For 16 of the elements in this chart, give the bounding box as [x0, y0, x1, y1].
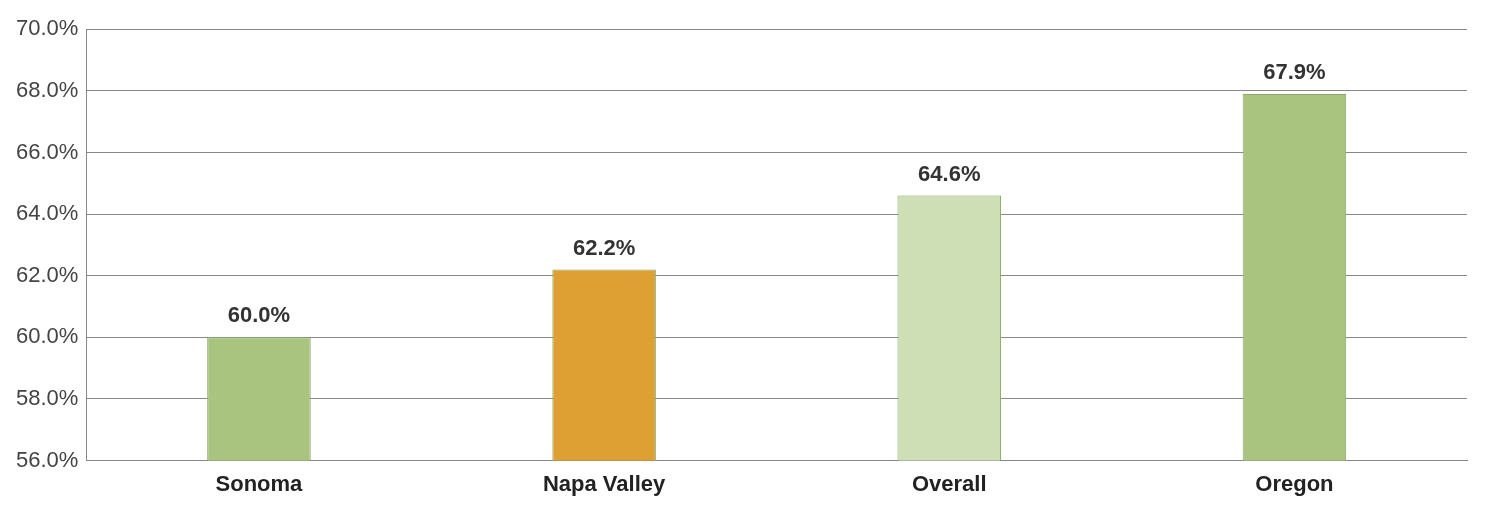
- data-label: 60.0%: [227, 302, 291, 328]
- y-tick-label: 60.0%: [15, 323, 79, 349]
- x-tick-label: Oregon: [1255, 470, 1334, 496]
- y-tick-label: 58.0%: [15, 385, 79, 411]
- y-tick-label: 70.0%: [15, 15, 79, 41]
- data-label: 64.6%: [918, 160, 981, 186]
- data-label: 62.2%: [572, 234, 636, 260]
- y-tick-label: 62.0%: [15, 261, 79, 287]
- data-label: 67.9%: [1263, 58, 1326, 84]
- y-tick-label: 56.0%: [15, 446, 79, 472]
- y-tick-label: 64.0%: [15, 200, 79, 226]
- x-tick-label: Sonoma: [215, 470, 304, 496]
- y-tick-label: 66.0%: [15, 138, 79, 164]
- x-tick-label: Napa Valley: [542, 470, 667, 496]
- y-tick-label: 68.0%: [15, 76, 79, 102]
- x-tick-label: Overall: [911, 470, 987, 496]
